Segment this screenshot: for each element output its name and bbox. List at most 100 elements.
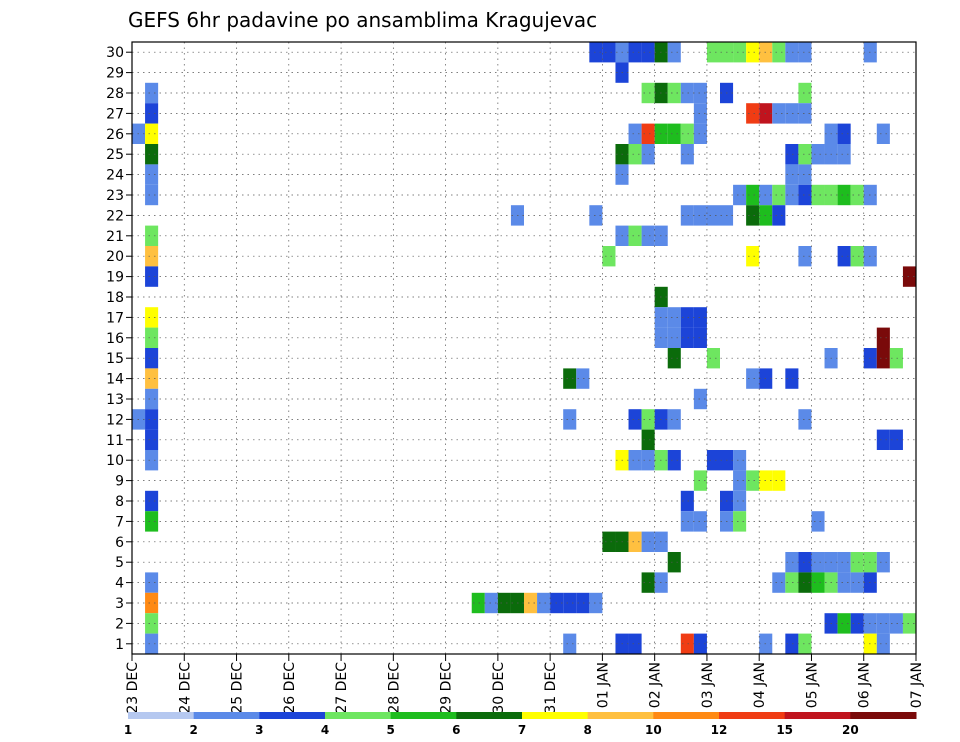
cell-20-1 [145,246,159,267]
cell-10-39 [641,450,655,471]
cell-30-35 [589,42,603,63]
colorbar-label: 6 [452,723,460,737]
cell-22-43 [693,205,707,226]
colorbar-swatch [653,712,720,719]
cell-28-42 [680,82,694,104]
cell-23-52 [811,184,825,206]
cell-15-1 [145,348,159,369]
cell-20-55 [850,246,864,267]
cell-25-39 [641,144,655,165]
cell-1-33 [563,633,577,654]
cell-1-42 [680,633,694,654]
cell-4-54 [837,572,851,593]
x-tick-label: 07 JAN [909,662,925,708]
y-tick-label: 26 [106,127,124,143]
cell-25-51 [798,144,812,165]
cell-9-49 [772,470,786,491]
cell-23-55 [850,184,864,206]
cell-17-1 [145,307,159,328]
cell-5-52 [811,552,825,573]
cell-2-59 [902,613,916,634]
x-tick-label: 02 JAN [648,662,664,708]
cell-20-47 [746,246,760,267]
cell-12-33 [563,409,577,430]
colorbar-swatch [587,712,654,719]
cell-2-55 [850,613,864,634]
cell-23-1 [145,184,159,206]
colorbar: 1 2 3 4 5 6 7 8 10 12 15 20 [124,712,917,737]
cell-14-47 [746,368,760,389]
y-tick-label: 5 [115,555,124,571]
y-tick-label: 25 [106,147,124,163]
cell-15-57 [876,348,890,369]
cell-22-44 [706,205,720,226]
cell-7-46 [733,511,747,532]
cell-25-38 [628,144,642,165]
cell-26-39 [641,123,655,144]
y-tick-label: 8 [115,494,124,510]
cell-20-54 [837,246,851,267]
x-tick-label: 31 DEC [543,662,559,714]
cell-28-41 [667,82,681,104]
y-tick-label: 18 [106,290,124,306]
y-tick-label: 9 [115,474,124,490]
colorbar-swatch [522,712,589,719]
cell-15-41 [667,348,681,369]
cell-10-41 [667,450,681,471]
colorbar-swatch [325,712,392,719]
cell-2-57 [876,613,890,634]
cell-6-39 [641,531,655,552]
cell-3-34 [576,592,590,614]
cell-30-44 [706,42,720,63]
colorbar-label: 12 [711,723,728,737]
cell-20-51 [798,246,812,267]
y-tick-label: 7 [115,514,124,530]
cell-5-51 [798,552,812,573]
cell-23-49 [772,184,786,206]
cell-24-50 [785,164,799,185]
cell-1-50 [785,633,799,654]
cell-13-43 [693,388,707,410]
cell-26-57 [876,123,890,144]
cell-27-1 [145,103,159,124]
cell-8-42 [680,490,694,512]
cell-30-46 [733,42,747,63]
cell-3-27 [484,592,498,614]
y-tick-label: 12 [106,412,124,428]
x-tick-label: 26 DEC [282,662,298,714]
cell-12-51 [798,409,812,430]
cell-3-26 [471,592,485,614]
colorbar-label: 2 [189,723,197,737]
colorbar-swatch [259,712,326,719]
cell-11-1 [145,429,159,450]
cell-7-43 [693,511,707,532]
cell-14-34 [576,368,590,389]
cell-24-51 [798,164,812,185]
cell-3-33 [563,592,577,614]
cell-3-35 [589,592,603,614]
cell-30-47 [746,42,760,63]
cell-19-1 [145,266,159,287]
cell-17-41 [667,307,681,328]
colorbar-swatch [850,712,917,719]
cell-30-39 [641,42,655,63]
cell-4-49 [772,572,786,593]
y-tick-label: 2 [115,616,124,632]
x-tick-label: 30 DEC [491,662,507,714]
cell-26-42 [680,123,694,144]
colorbar-swatch [456,712,523,719]
colorbar-label: 4 [321,723,329,737]
cell-6-38 [628,531,642,552]
cell-1-38 [628,633,642,654]
cell-3-1 [145,592,159,614]
cell-27-49 [772,103,786,124]
cell-4-51 [798,572,812,593]
colorbar-label: 10 [645,723,662,737]
cell-25-42 [680,144,694,165]
cell-27-47 [746,103,760,124]
colorbar-swatch [719,712,786,719]
cell-1-57 [876,633,890,654]
y-tick-label: 6 [115,535,124,551]
colorbar-label: 5 [386,723,394,737]
